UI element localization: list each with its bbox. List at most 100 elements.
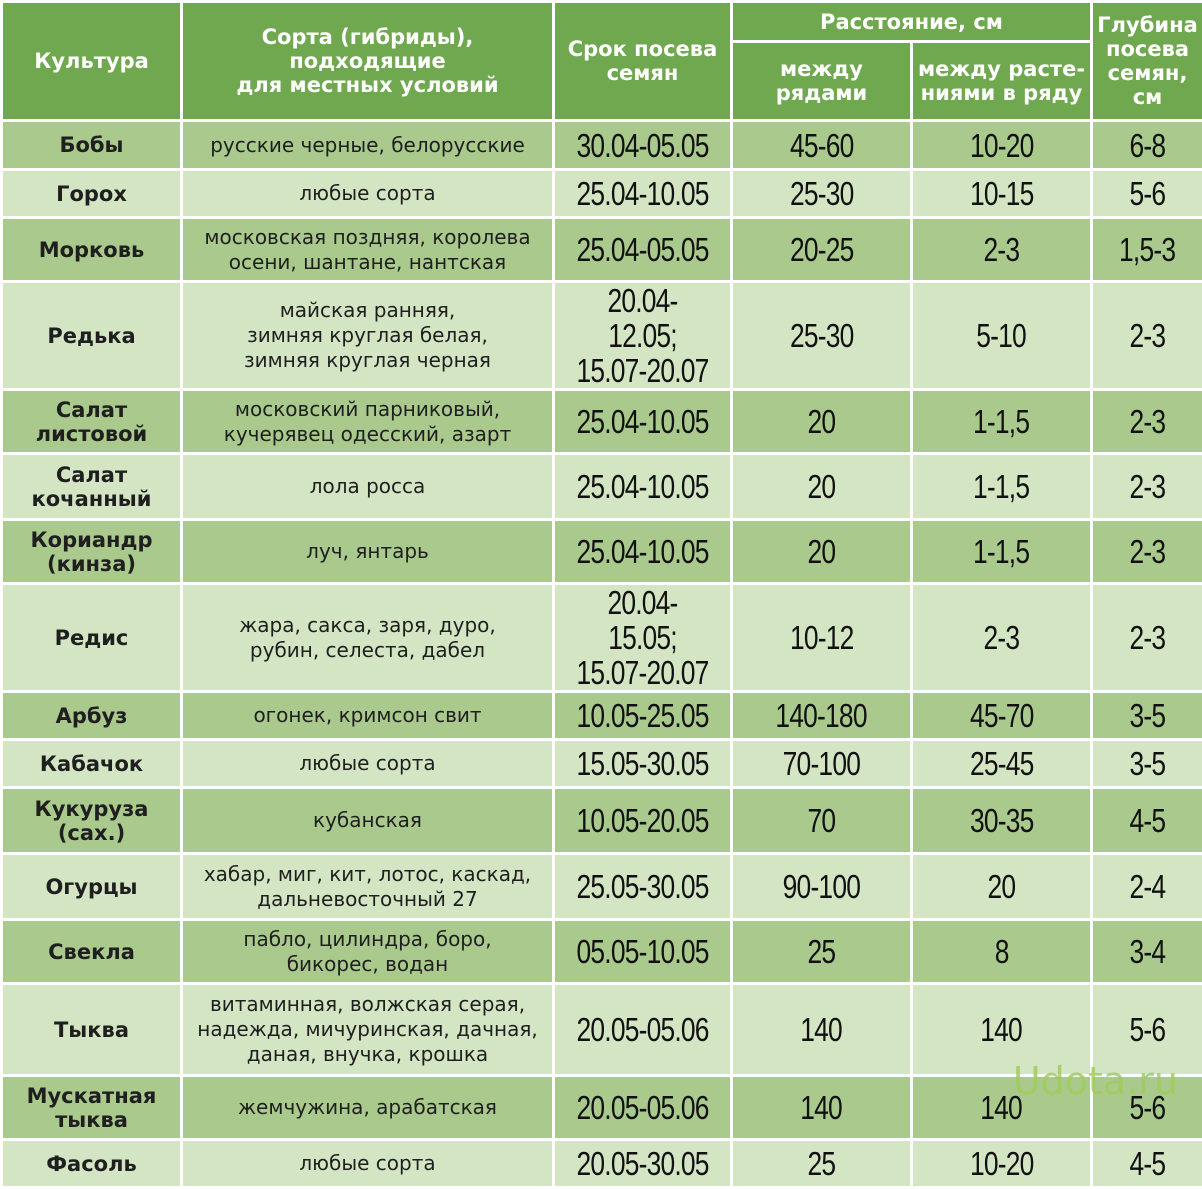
in-row-cell-value: 5-10 [977,318,1027,353]
depth-cell: 3-4 [1092,920,1202,984]
between-rows-cell: 70 [732,788,912,854]
between-rows-cell: 90-100 [732,854,912,920]
depth-cell: 2-3 [1092,520,1202,584]
sowing-period-cell-value: 25.04-10.05 [576,534,708,569]
varieties-cell: любые сорта [182,170,554,218]
in-row-cell-value: 1-1,5 [973,534,1029,569]
header-crop: Культура [2,2,182,121]
varieties-cell: лола росса [182,454,554,520]
in-row-cell-value: 1-1,5 [973,469,1029,504]
crop-cell: Редис [2,584,182,692]
depth-cell-value: 2-3 [1130,620,1166,655]
between-rows-cell-value: 25-30 [790,176,854,211]
in-row-cell: 5-10 [912,282,1092,390]
header-between-rows: между рядами [732,42,912,121]
in-row-cell: 2-3 [912,218,1092,282]
between-rows-cell: 10-12 [732,584,912,692]
varieties-cell: жемчужина, арабатская [182,1076,554,1140]
crop-cell: Арбуз [2,692,182,740]
between-rows-cell: 25-30 [732,170,912,218]
sowing-period-cell: 25.04-10.05 [554,454,732,520]
varieties-cell: хабар, миг, кит, лотос, каскад, дальнево… [182,854,554,920]
depth-cell-value: 2-3 [1130,534,1166,569]
sowing-period-cell-value: 15.05-30.05 [576,746,708,781]
crop-cell: Морковь [2,218,182,282]
in-row-cell-value: 10-15 [970,176,1034,211]
between-rows-cell-value: 90-100 [783,869,860,904]
between-rows-cell-value: 140-180 [776,698,867,733]
sowing-period-cell: 20.05-05.06 [554,984,732,1076]
depth-cell: 6-8 [1092,121,1202,170]
varieties-cell: жара, сакса, заря, дуро, рубин, селеста,… [182,584,554,692]
varieties-cell: любые сорта [182,740,554,788]
sowing-period-cell-value: 20.05-05.06 [576,1012,708,1047]
in-row-cell: 20 [912,854,1092,920]
depth-cell: 3-5 [1092,692,1202,740]
in-row-cell-value: 25-45 [970,746,1034,781]
header-distance: Расстояние, см [732,2,1092,42]
sowing-period-cell: 25.04-10.05 [554,170,732,218]
sowing-period-cell: 25.04-10.05 [554,390,732,454]
varieties-cell: луч, янтарь [182,520,554,584]
between-rows-cell: 140 [732,984,912,1076]
between-rows-cell: 20 [732,454,912,520]
between-rows-cell: 20 [732,520,912,584]
sowing-period-cell: 10.05-20.05 [554,788,732,854]
header-varieties: Сорта (гибриды), подходящие для местных … [182,2,554,121]
depth-cell-value: 6-8 [1130,128,1166,163]
between-rows-cell-value: 140 [801,1090,843,1125]
crop-cell: Салат кочанный [2,454,182,520]
depth-cell-value: 2-3 [1130,318,1166,353]
varieties-cell: московская поздняя, королева осени, шант… [182,218,554,282]
depth-cell-value: 5-6 [1130,1090,1166,1125]
sowing-period-cell-value: 25.04-05.05 [576,232,708,267]
in-row-cell-value: 2-3 [984,232,1020,267]
sowing-period-cell: 20.05-05.06 [554,1076,732,1140]
sowing-period-cell-value: 30.04-05.05 [576,128,708,163]
depth-cell: 2-3 [1092,584,1202,692]
in-row-cell: 10-15 [912,170,1092,218]
depth-cell-value: 3-5 [1130,698,1166,733]
in-row-cell-value: 10-20 [970,128,1034,163]
between-rows-cell-value: 25 [808,934,836,969]
sowing-period-cell: 25.04-10.05 [554,520,732,584]
crop-cell: Горох [2,170,182,218]
header-in-row: между расте- ниями в ряду [912,42,1092,121]
between-rows-cell: 20 [732,390,912,454]
depth-cell-value: 5-6 [1130,1012,1166,1047]
sowing-period-cell: 25.04-05.05 [554,218,732,282]
varieties-cell: витаминная, волжская серая, надежда, мич… [182,984,554,1076]
depth-cell: 1,5-3 [1092,218,1202,282]
between-rows-cell-value: 45-60 [790,128,854,163]
sowing-period-cell-value: 25.04-10.05 [576,469,708,504]
sowing-period-cell: 15.05-30.05 [554,740,732,788]
depth-cell-value: 3-4 [1130,934,1166,969]
varieties-cell: пабло, цилиндра, боро, бикорес, водан [182,920,554,984]
in-row-cell: 25-45 [912,740,1092,788]
sowing-period-cell-value: 05.05-10.05 [576,934,708,969]
crop-cell: Редька [2,282,182,390]
between-rows-cell-value: 20 [808,534,836,569]
varieties-cell: майская ранняя, зимняя круглая белая, зи… [182,282,554,390]
depth-cell: 4-5 [1092,788,1202,854]
sowing-period-cell-value: 25.04-10.05 [576,176,708,211]
in-row-cell: 45-70 [912,692,1092,740]
between-rows-cell-value: 25-30 [790,318,854,353]
between-rows-cell-value: 25 [808,1146,836,1181]
between-rows-cell: 70-100 [732,740,912,788]
depth-cell: 5-6 [1092,170,1202,218]
